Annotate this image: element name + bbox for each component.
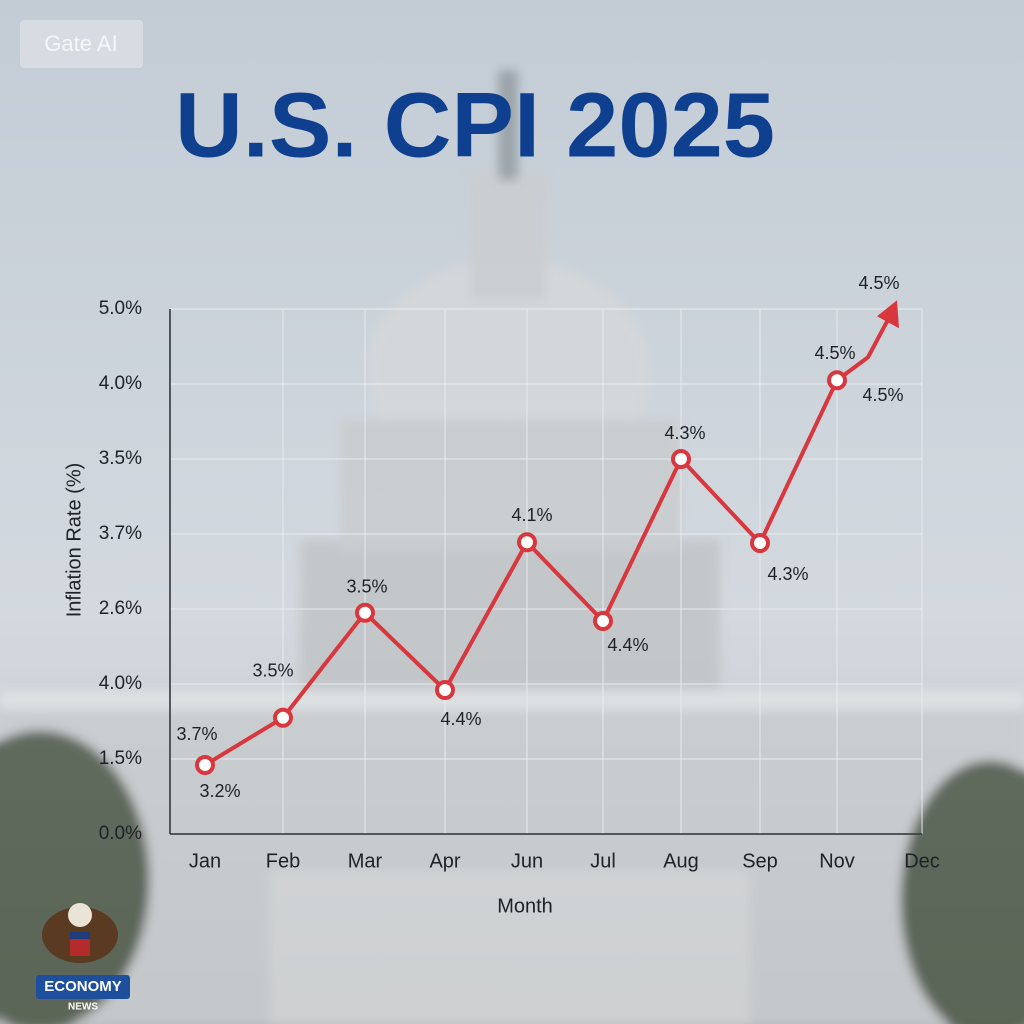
logo-banner [36,975,130,999]
data-label: 4.3% [767,564,808,584]
trend-arrowhead [877,300,899,329]
logo-title: ECONOMY [44,978,122,995]
point [750,533,770,553]
point [355,602,375,623]
point [435,680,455,700]
y-axis-title: Inflation Rate (%) [63,463,85,618]
data-label: 3.2% [199,781,240,801]
point [827,370,847,391]
x-tick-label: Dec [904,850,940,872]
logo-head [68,903,92,927]
y-tick-label: 4.0% [99,673,142,694]
point [593,611,613,631]
y-tick-label: 0.0% [99,823,142,844]
y-tick-label: 1.5% [99,748,142,769]
data-label: 4.5% [814,343,855,363]
data-label: 4.4% [440,709,481,729]
x-tick-label: Nov [819,850,855,872]
x-tick-label: Jul [590,850,616,872]
watermark: Gate AI [44,31,117,56]
data-label: 4.5% [862,385,903,405]
data-label: 4.1% [511,505,552,525]
x-axis-title: Month [497,895,553,917]
data-label: 4.3% [664,423,705,443]
y-tick-label: 3.7% [99,523,142,544]
x-tick-label: Jan [189,850,221,872]
y-tick-label: 4.0% [99,373,142,394]
point [671,449,691,469]
trend-arrow [835,309,895,382]
y-tick-label: 5.0% [99,298,142,319]
data-label: 3.5% [252,661,293,681]
watermark-box [20,20,143,68]
point [195,755,215,775]
x-tick-label: Mar [348,850,383,872]
data-label: 3.5% [346,577,387,597]
x-tick-label: Apr [429,850,460,872]
x-tick-label: Aug [663,850,699,872]
capitol-photo [0,70,1024,1024]
x-tick-label: Feb [266,850,300,872]
arrow-label: 4.5% [858,273,899,293]
chart-title: U.S. CPI 2025 [175,74,775,176]
x-tick-label: Sep [742,850,778,872]
logo-shield-top [70,932,90,939]
data-label: 3.7% [176,724,217,744]
point [517,532,537,553]
data-label: 4.4% [607,635,648,655]
y-tick-label: 3.5% [99,448,142,469]
x-tick-label: Jun [511,850,543,872]
logo: ECONOMY NEWS [36,903,130,1013]
point [273,707,293,728]
logo-subtitle: NEWS [68,1002,98,1013]
y-tick-label: 2.6% [99,598,142,619]
